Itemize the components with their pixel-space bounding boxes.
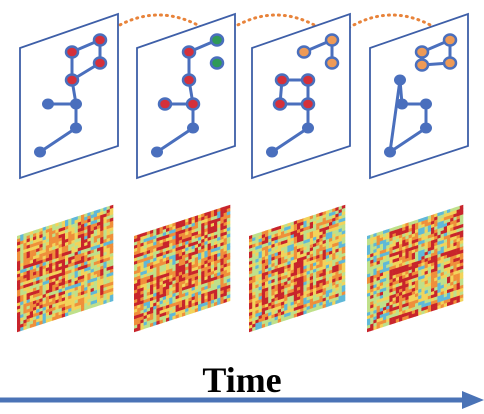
graph-node	[444, 58, 456, 69]
graph-node	[66, 47, 78, 58]
graph-node	[66, 75, 78, 86]
graph-node	[187, 99, 199, 110]
graph-node	[420, 99, 432, 110]
graph-node	[70, 99, 82, 110]
graph-node	[211, 58, 223, 69]
diagram: Time	[0, 0, 484, 414]
graph-node	[266, 147, 278, 158]
graph-node	[183, 75, 195, 86]
graph-node	[384, 147, 396, 158]
graph-node	[326, 35, 338, 46]
graph-node	[394, 75, 406, 86]
heatmaps	[17, 205, 463, 333]
graph-node	[151, 147, 163, 158]
graph-node	[159, 99, 171, 110]
heatmap	[17, 205, 113, 333]
graph-node	[276, 75, 288, 86]
graph-node	[416, 60, 428, 71]
transition-arc	[100, 15, 450, 38]
graph-node	[396, 99, 408, 110]
graph-node	[302, 99, 314, 110]
graph-node	[302, 123, 314, 134]
page: {"label": "Time"} Time (() => { const da…	[0, 0, 484, 414]
time-label: Time	[202, 360, 281, 400]
graph-node	[42, 99, 54, 110]
time-arrow-head	[462, 391, 484, 409]
graph-node	[187, 123, 199, 134]
heatmap	[367, 205, 463, 333]
graph-node	[298, 47, 310, 58]
graph-node	[94, 35, 106, 46]
graph-node	[444, 35, 456, 46]
graph-node	[34, 147, 46, 158]
heatmap	[134, 205, 230, 333]
graph-node	[274, 99, 286, 110]
graph-node	[70, 123, 82, 134]
graph-node	[211, 35, 223, 46]
graph-node	[302, 75, 314, 86]
graph-node	[416, 47, 428, 58]
heatmap	[249, 205, 345, 333]
graph-node	[94, 58, 106, 69]
graph-panels	[20, 14, 468, 178]
graph-node	[326, 58, 338, 69]
graph-node	[183, 47, 195, 58]
graph-node	[420, 123, 432, 134]
